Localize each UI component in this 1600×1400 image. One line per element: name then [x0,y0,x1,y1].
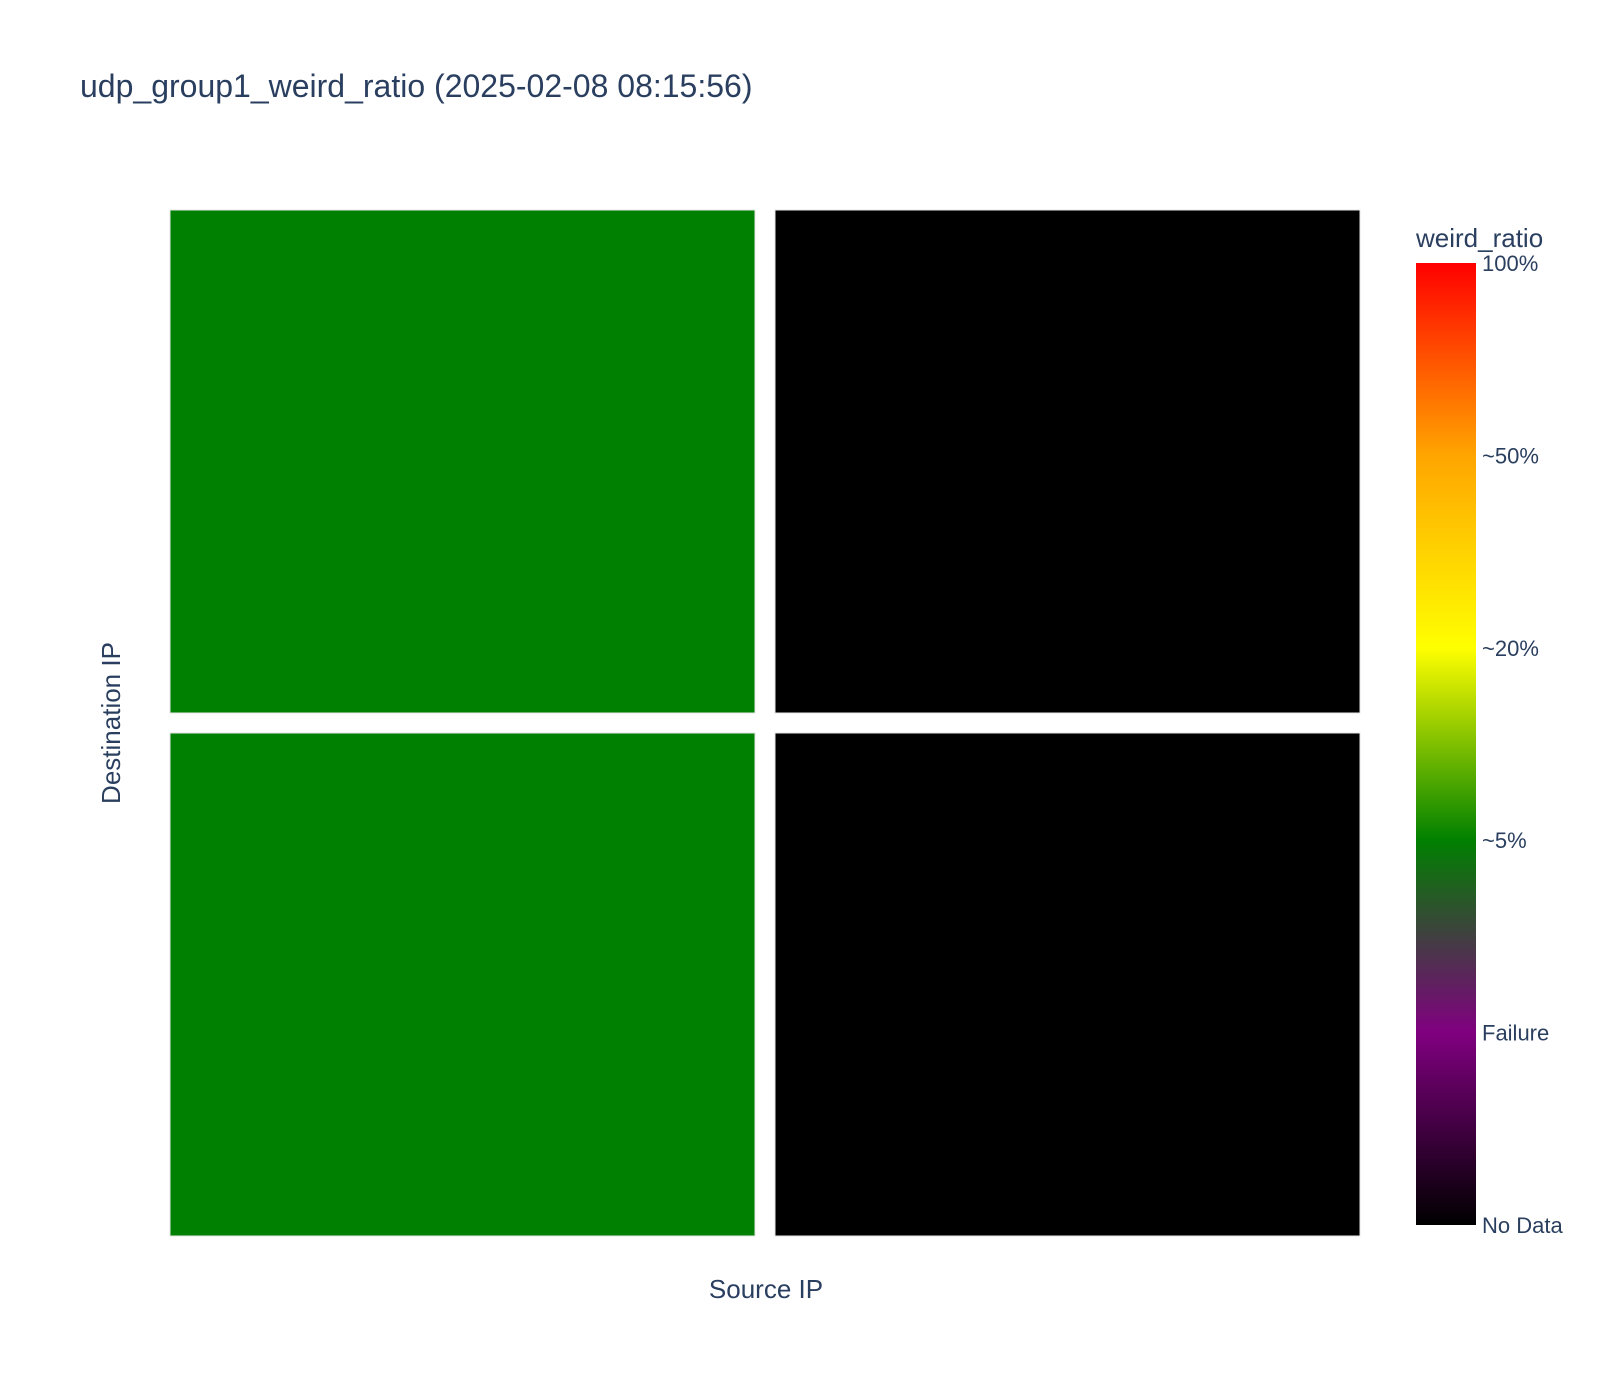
colorbar-tick-label: 100% [1482,251,1538,276]
y-axis-title: Destination IP [96,642,126,804]
colorbar-title: weird_ratio [1415,223,1543,253]
colorbar-gradient [1416,263,1476,1225]
heatmap-cells: ~5%No Data~5%No Data [169,209,1361,1237]
heatmap-cell-r0-c1[interactable]: No Data [774,209,1361,714]
heatmap-cell-r1-c1[interactable]: No Data [774,732,1361,1237]
x-axis-title: Source IP [709,1274,823,1304]
colorbar-tick-label: ~20% [1482,636,1539,661]
colorbar-ticks: No Data Failure ~5% ~20% ~50% 100% [1482,251,1563,1238]
chart-title: udp_group1_weird_ratio (2025-02-08 08:15… [80,68,753,104]
heatmap-cell-r0-c0[interactable]: ~5% [169,209,756,714]
colorbar-tick-label: No Data [1482,1213,1563,1238]
colorbar-tick-label: ~50% [1482,443,1539,468]
heatmap-cell-r1-c0[interactable]: ~5% [169,732,756,1237]
colorbar-tick-label: ~5% [1482,828,1527,853]
colorbar: weird_ratio No Data Failure ~5% ~20% ~50% 100… [1415,223,1563,1238]
colorbar-tick-label: Failure [1482,1021,1549,1046]
